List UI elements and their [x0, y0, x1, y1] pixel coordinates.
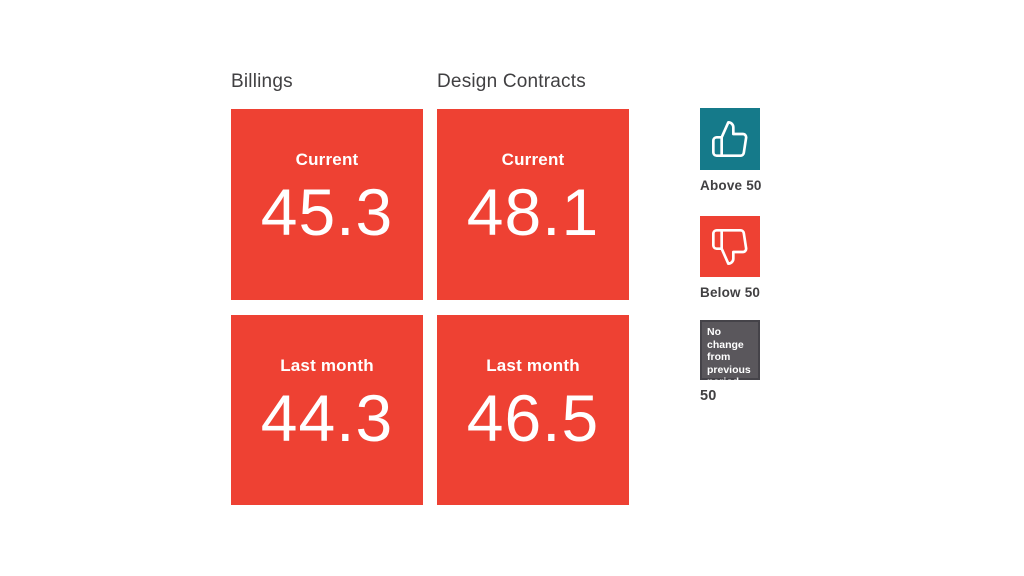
column-header-billings: Billings [231, 71, 293, 92]
legend-box-above-50 [700, 108, 760, 170]
tile-design-contracts-last-month: Last month 46.5 [437, 315, 629, 505]
no-change-text: No change from previous period [707, 326, 751, 389]
tile-billings-current: Current 45.3 [231, 109, 423, 300]
tile-label: Last month [280, 356, 374, 375]
tile-design-contracts-current: Current 48.1 [437, 109, 629, 300]
tile-value: 44.3 [260, 381, 394, 455]
tile-value: 48.1 [466, 175, 600, 249]
legend-label-above-50: Above 50 [700, 178, 762, 193]
column-header-design-contracts: Design Contracts [437, 71, 586, 92]
tile-label: Current [501, 150, 565, 169]
thumbs-down-icon [710, 227, 750, 267]
tile-value: 46.5 [466, 381, 600, 455]
legend-label-50: 50 [700, 388, 717, 404]
legend-box-below-50 [700, 216, 760, 277]
legend-label-below-50: Below 50 [700, 285, 761, 300]
tile-billings-last-month: Last month 44.3 [231, 315, 423, 505]
tile-label: Last month [486, 356, 580, 375]
thumbs-up-icon [710, 119, 750, 159]
tile-value: 45.3 [260, 175, 394, 249]
legend-box-no-change: No change from previous period [700, 320, 760, 388]
tile-label: Current [295, 150, 359, 169]
